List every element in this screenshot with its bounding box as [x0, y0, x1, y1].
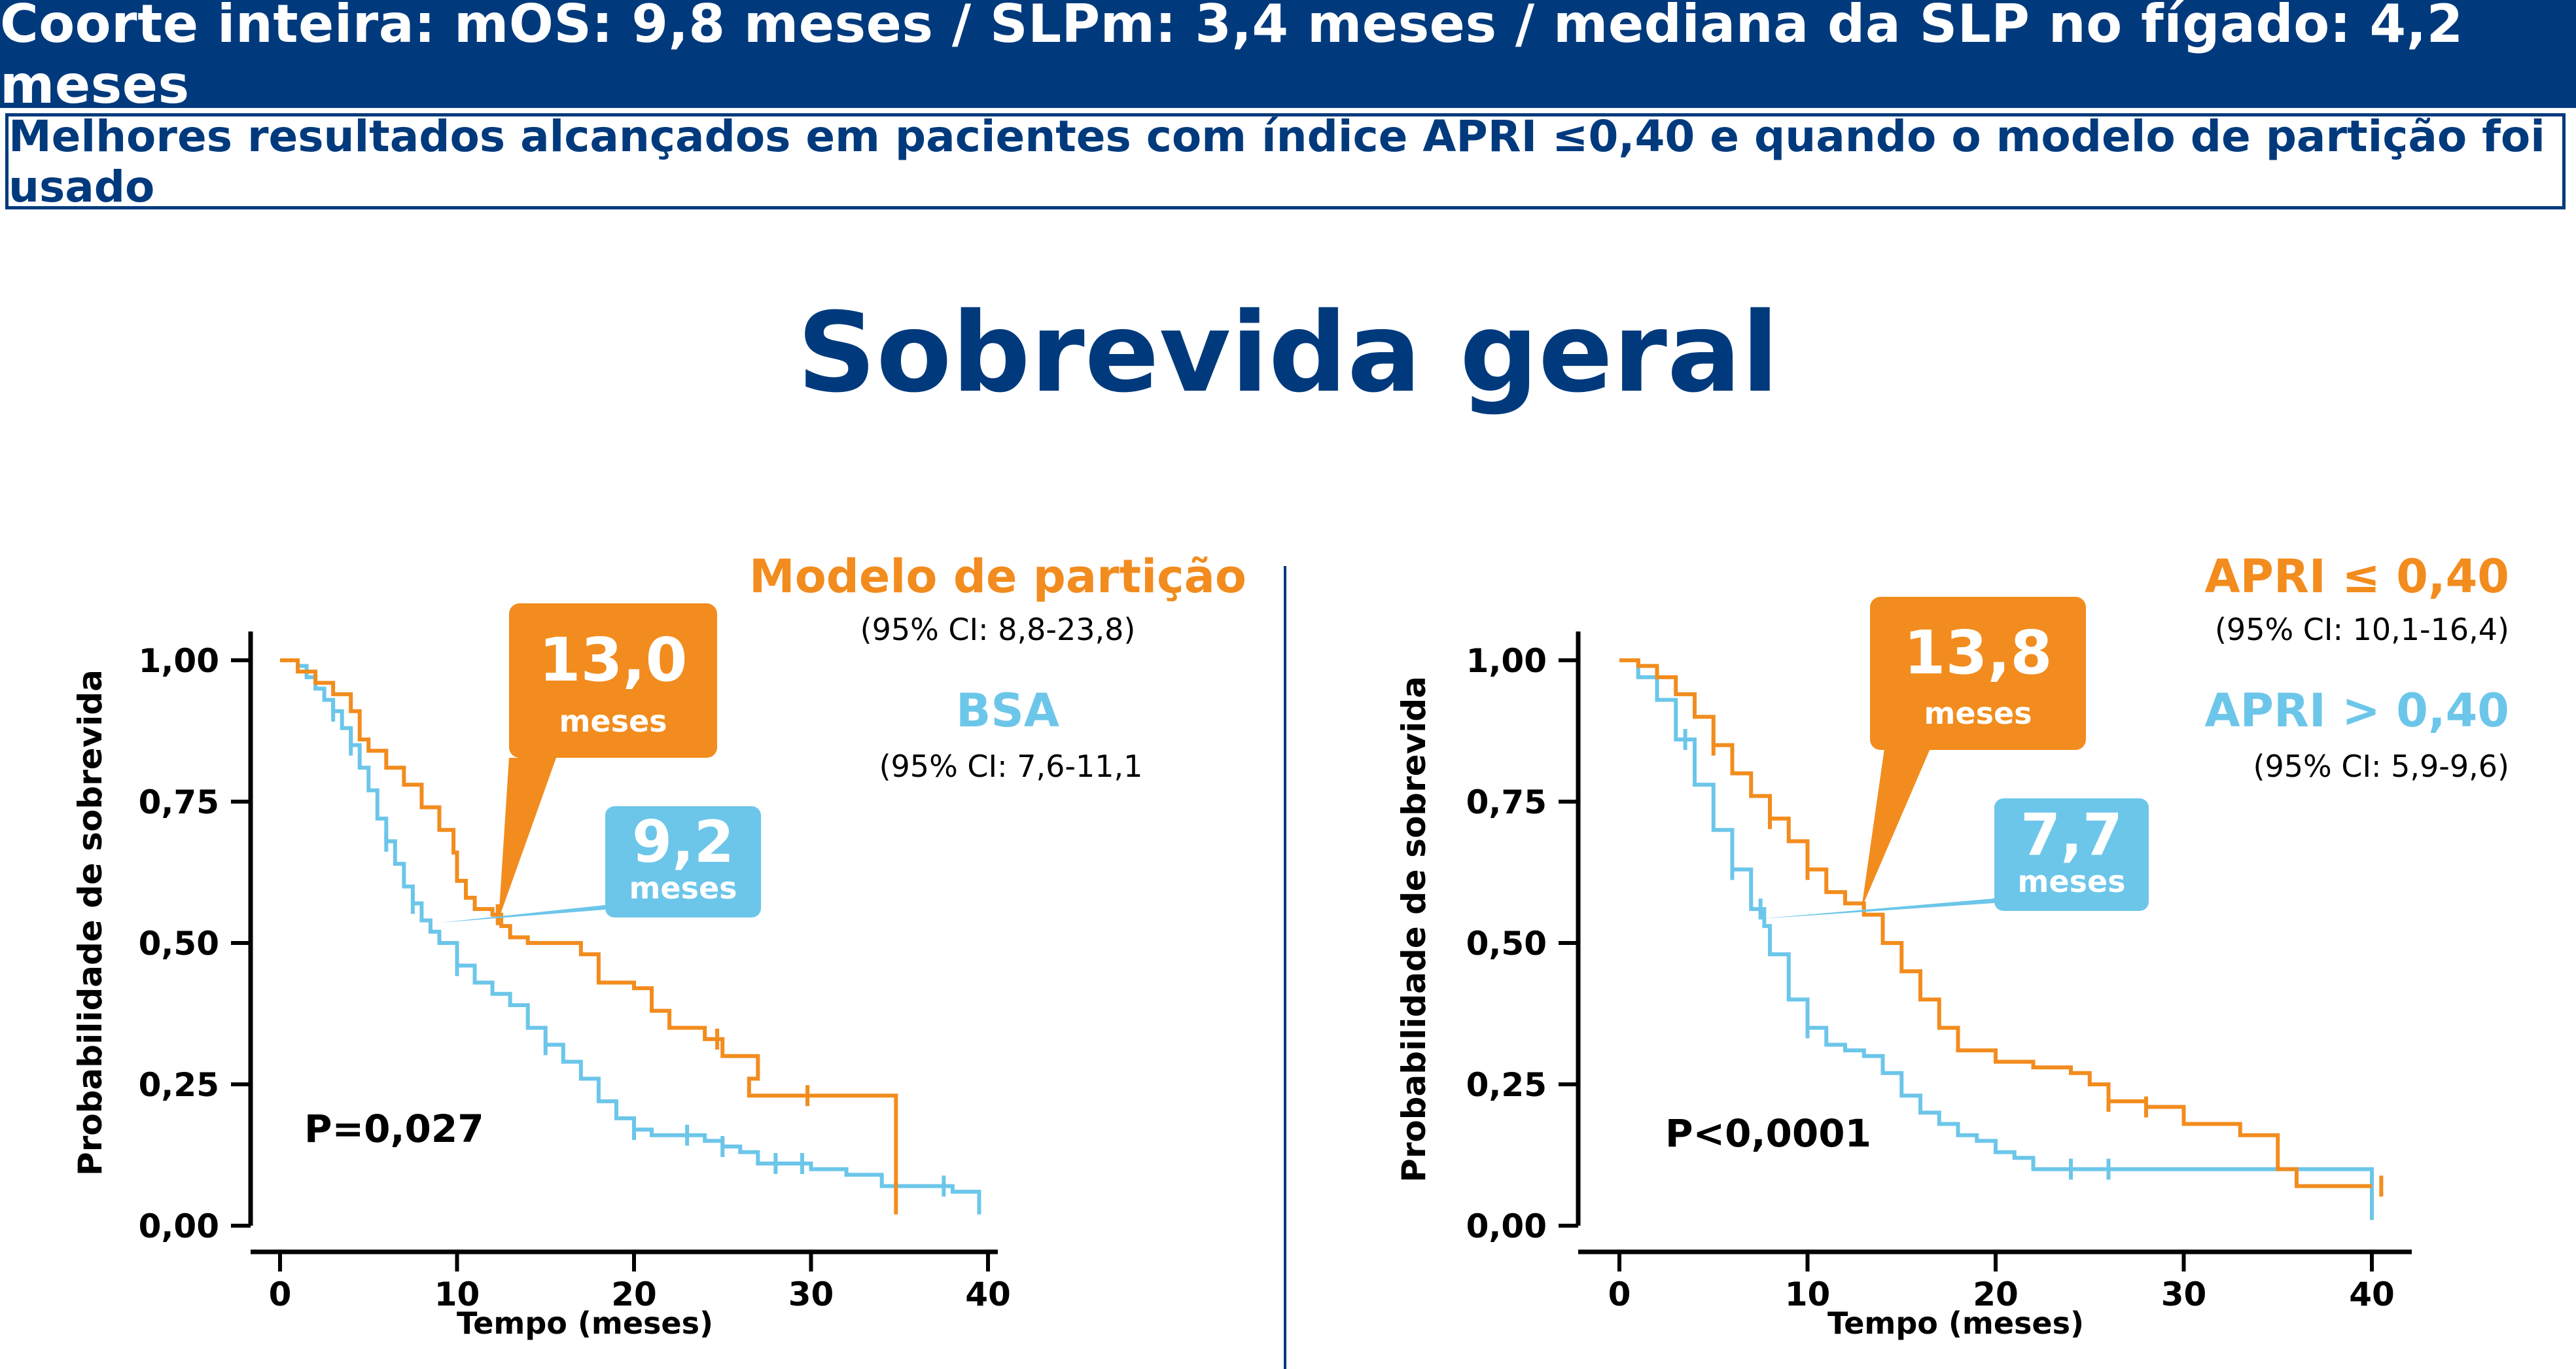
median-callout-orange	[1870, 597, 2086, 750]
x-tick-label: 40	[2349, 1275, 2395, 1313]
y-axis-label: Probabilidade de sobrevida	[1395, 676, 1433, 1182]
y-tick-label: 0,00	[139, 1207, 219, 1245]
legend-ci-blue: (95% CI: 7,6-11,1	[879, 749, 1143, 784]
x-tick-label: 0	[269, 1275, 292, 1313]
legend-name-blue: BSA	[956, 684, 1059, 738]
y-tick-label: 0,75	[139, 783, 219, 821]
y-axis-label: Probabilidade de sobrevida	[71, 669, 109, 1176]
median-value-orange: 13,8	[1904, 618, 2053, 688]
p-value: P=0,027	[304, 1107, 484, 1151]
legend-ci-blue: (95% CI: 5,9-9,6)	[2253, 749, 2509, 784]
x-tick-label: 30	[788, 1275, 834, 1313]
y-tick-label: 1,00	[1466, 642, 1547, 680]
legend-ci-orange: (95% CI: 8,8-23,8)	[860, 612, 1136, 647]
callout-pointer-orange	[499, 758, 556, 919]
median-unit-orange: meses	[559, 703, 667, 739]
survival-curve-blue	[280, 658, 981, 1215]
x-axis-label: Tempo (meses)	[1827, 1306, 2084, 1341]
page-title: Sobrevida geral	[797, 289, 1779, 417]
y-tick-label: 0,75	[1466, 783, 1547, 821]
callout-pointer-orange	[1861, 749, 1930, 908]
legend-name-blue: APRI > 0,40	[2204, 684, 2509, 738]
summary-banner: Coorte inteira: mOS: 9,8 meses / SLPm: 3…	[0, 0, 2576, 115]
legend-ci-orange: (95% CI: 10,1-16,4)	[2215, 612, 2509, 647]
y-tick-label: 0,25	[1466, 1066, 1547, 1104]
legend-name-orange: APRI ≤ 0,40	[2204, 550, 2509, 603]
survival-curve-orange	[280, 658, 898, 1215]
y-tick-label: 0,25	[139, 1066, 219, 1104]
median-value-blue: 9,2	[632, 808, 734, 876]
median-unit-blue: meses	[2017, 864, 2125, 899]
median-callout-orange	[509, 603, 717, 758]
x-tick-label: 10	[1785, 1275, 1831, 1313]
median-value-blue: 7,7	[2020, 801, 2123, 868]
y-tick-label: 0,50	[139, 925, 219, 963]
median-value-orange: 13,0	[539, 625, 688, 695]
x-tick-label: 40	[965, 1275, 1011, 1313]
median-callout-blue	[1994, 798, 2149, 911]
y-tick-label: 0,00	[1466, 1207, 1547, 1245]
callout-pointer-blue	[1760, 898, 1994, 919]
x-tick-label: 0	[1608, 1275, 1631, 1313]
median-unit-blue: meses	[629, 870, 737, 906]
x-tick-label: 20	[611, 1275, 657, 1313]
callout-pointer-blue	[440, 905, 605, 923]
panel-divider	[1284, 566, 1286, 1369]
median-callout-blue	[605, 806, 761, 917]
survival-curve-blue	[1619, 658, 2374, 1220]
legend-name-orange: Modelo de partição	[749, 550, 1246, 603]
x-tick-label: 20	[1973, 1275, 2019, 1313]
y-tick-label: 1,00	[139, 642, 219, 680]
x-tick-label: 30	[2161, 1275, 2207, 1313]
y-tick-label: 0,50	[1466, 925, 1547, 963]
median-unit-orange: meses	[1924, 696, 2032, 731]
highlight-banner: Melhores resultados alcançados em pacien…	[5, 111, 2566, 212]
x-tick-label: 10	[434, 1275, 480, 1313]
p-value: P<0,0001	[1665, 1111, 1871, 1156]
x-axis-label: Tempo (meses)	[457, 1306, 713, 1341]
